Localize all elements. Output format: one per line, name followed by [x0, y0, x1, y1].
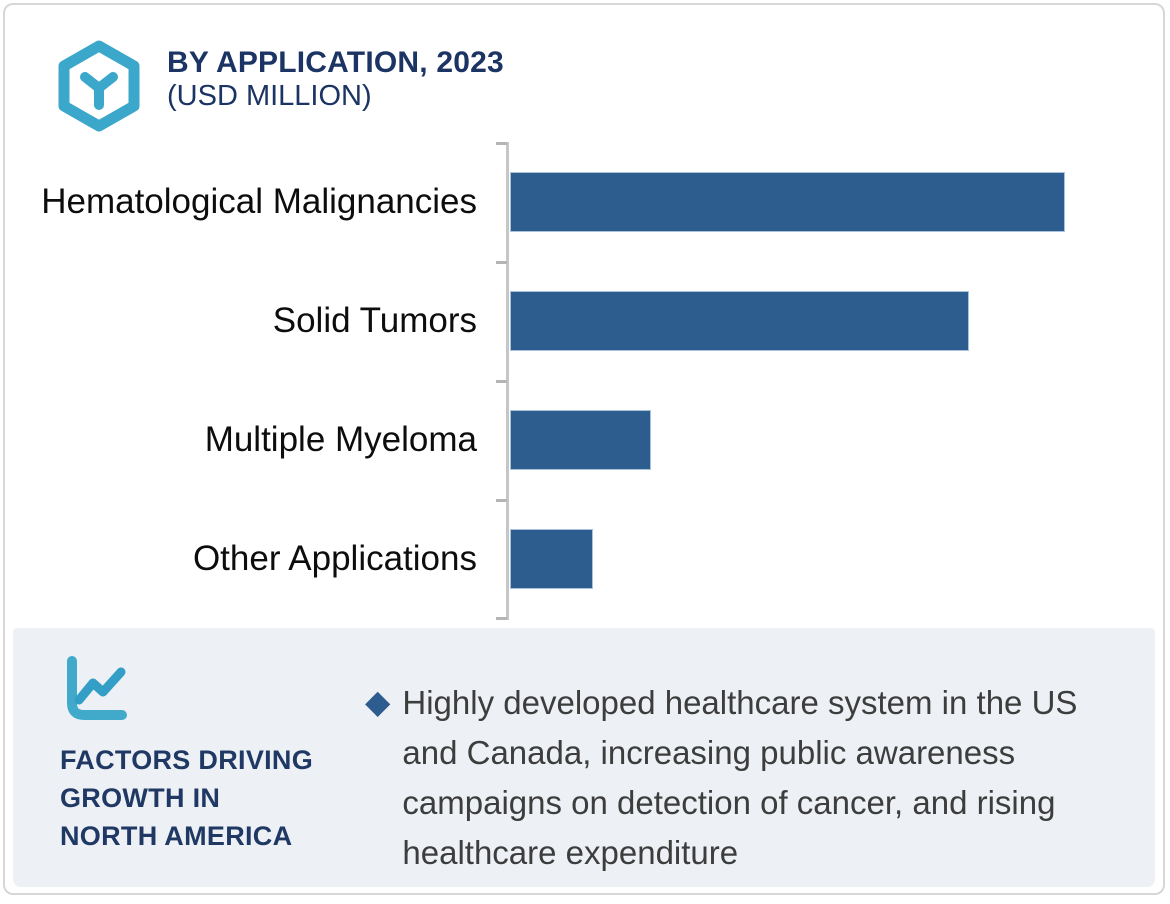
factors-title-line: NORTH AMERICA [60, 821, 293, 851]
bar-multiple-myeloma [510, 410, 651, 470]
axis-tick [496, 499, 507, 502]
factors-title-line: FACTORS DRIVING [60, 745, 314, 775]
chart-subtitle: (USD MILLION) [167, 80, 372, 112]
axis-tick [496, 142, 507, 145]
infographic-card: BY APPLICATION, 2023 (USD MILLION) Hemat… [3, 3, 1165, 895]
axis-tick [496, 617, 507, 620]
diamond-bullet-icon: ◆ [365, 682, 391, 721]
bar-chart: Hematological Malignancies Solid Tumors … [5, 5, 1163, 630]
bar-solid-tumors [510, 291, 969, 351]
bar-hematological-malignancies [510, 172, 1065, 232]
factors-title-line: GROWTH IN [60, 783, 221, 813]
hexagon-cube-icon [55, 39, 143, 140]
chart-title-block: BY APPLICATION, 2023 (USD MILLION) [167, 46, 504, 113]
factors-title: FACTORS DRIVING GROWTH IN NORTH AMERICA [60, 741, 313, 855]
category-label: Hematological Malignancies [41, 182, 477, 221]
category-label: Other Applications [192, 539, 477, 578]
line-chart-icon [60, 653, 132, 730]
factors-panel: FACTORS DRIVING GROWTH IN NORTH AMERICA … [13, 628, 1155, 887]
axis-tick [496, 261, 507, 264]
axis-tick [496, 380, 507, 383]
bar-other-applications [510, 529, 593, 589]
chart-title: BY APPLICATION, 2023 [167, 46, 504, 79]
factor-bullet-item: ◆ Highly developed healthcare system in … [365, 678, 1125, 878]
category-label: Multiple Myeloma [204, 420, 477, 459]
factor-bullet-text: Highly developed healthcare system in th… [402, 684, 1078, 871]
y-axis-line [506, 142, 509, 620]
category-label: Solid Tumors [272, 301, 477, 340]
